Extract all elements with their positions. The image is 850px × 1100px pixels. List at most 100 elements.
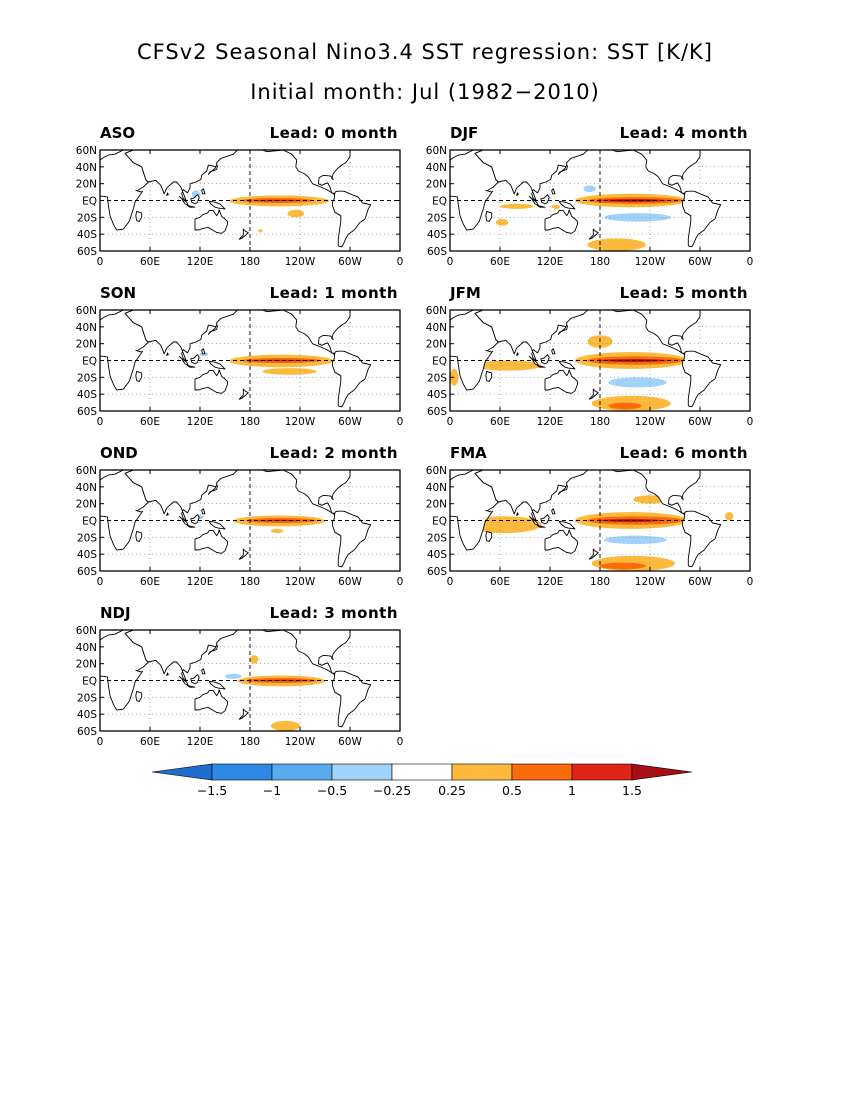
panel-season-label: DJF bbox=[450, 124, 479, 142]
coastline bbox=[187, 205, 196, 208]
lon-tick-label: 0 bbox=[747, 256, 754, 268]
lat-tick-label: 60S bbox=[77, 246, 97, 258]
coastline bbox=[135, 530, 143, 542]
coastline bbox=[100, 630, 151, 711]
lon-tick-label: 0 bbox=[447, 256, 454, 268]
lon-tick-label: 0 bbox=[747, 416, 754, 428]
coastline bbox=[349, 150, 376, 151]
lat-tick-label: 60S bbox=[77, 566, 97, 578]
lat-tick-label: 60N bbox=[426, 145, 447, 157]
anomaly-patch bbox=[287, 209, 305, 218]
lat-tick-label: 40N bbox=[76, 322, 97, 334]
lat-tick-label: 20N bbox=[426, 499, 447, 511]
lon-tick-label: 180 bbox=[590, 576, 610, 588]
coastline bbox=[588, 548, 599, 560]
coastline bbox=[682, 190, 722, 248]
lat-tick-label: 20N bbox=[426, 179, 447, 191]
coastline bbox=[551, 188, 556, 195]
panel-lead-label: Lead: 6 month bbox=[619, 444, 748, 462]
lat-tick-label: 60S bbox=[77, 726, 97, 738]
colorbar-high-arrow bbox=[631, 763, 693, 781]
lon-tick-label: 180 bbox=[240, 256, 260, 268]
lat-tick-label: 40N bbox=[426, 322, 447, 334]
coastline bbox=[557, 324, 568, 335]
coastline bbox=[166, 512, 169, 516]
lon-tick-label: 0 bbox=[397, 576, 404, 588]
lon-tick-label: 180 bbox=[240, 736, 260, 748]
coastline bbox=[699, 150, 726, 151]
anomaly-patch bbox=[495, 219, 509, 226]
colorbar-label: 1.5 bbox=[622, 783, 642, 798]
lat-tick-label: EQ bbox=[432, 516, 447, 528]
panel-season-label: SON bbox=[100, 284, 137, 302]
lat-tick-label: EQ bbox=[82, 676, 97, 688]
lat-tick-label: 60N bbox=[426, 465, 447, 477]
anomaly-patch bbox=[225, 673, 242, 679]
coastline bbox=[207, 484, 218, 495]
coastline bbox=[135, 690, 143, 702]
lon-tick-label: 0 bbox=[747, 576, 754, 588]
lon-tick-label: 60W bbox=[688, 576, 712, 588]
coastline bbox=[540, 354, 550, 365]
colorbar-swatch bbox=[391, 763, 453, 781]
lon-tick-label: 120W bbox=[285, 256, 316, 268]
lat-tick-label: 60N bbox=[76, 305, 97, 317]
colorbar-swatch bbox=[571, 763, 633, 781]
anomaly-patch bbox=[262, 368, 317, 375]
lon-tick-label: 60E bbox=[490, 256, 510, 268]
lon-tick-label: 120E bbox=[537, 416, 564, 428]
coastline bbox=[201, 188, 206, 195]
panel-season-label: OND bbox=[100, 444, 138, 462]
coastline bbox=[201, 508, 206, 515]
lat-tick-label: EQ bbox=[432, 356, 447, 368]
lon-tick-label: 60E bbox=[140, 416, 160, 428]
anomaly-patch bbox=[250, 655, 259, 664]
coastline bbox=[124, 630, 251, 681]
lon-tick-label: 60E bbox=[490, 576, 510, 588]
coastline bbox=[699, 310, 726, 311]
lat-tick-label: 40S bbox=[77, 709, 97, 721]
lat-tick-label: EQ bbox=[82, 516, 97, 528]
coastline bbox=[474, 310, 601, 361]
coastline bbox=[699, 470, 726, 471]
anomaly-patch bbox=[500, 203, 534, 209]
coastline bbox=[187, 525, 196, 528]
coastline bbox=[238, 548, 249, 560]
panel-lead-label: Lead: 2 month bbox=[269, 444, 398, 462]
lat-tick-label: 20S bbox=[427, 532, 447, 544]
coastline bbox=[332, 510, 372, 568]
lat-tick-label: EQ bbox=[82, 356, 97, 368]
lon-tick-label: 120E bbox=[537, 256, 564, 268]
coastline bbox=[610, 150, 701, 196]
anomaly-patch bbox=[270, 528, 284, 534]
lat-tick-label: 40N bbox=[76, 482, 97, 494]
lat-tick-label: 40N bbox=[426, 482, 447, 494]
panel-lead-label: Lead: 3 month bbox=[269, 604, 398, 622]
anomaly-patch bbox=[600, 562, 646, 570]
colorbar-swatch bbox=[211, 763, 273, 781]
lon-tick-label: 0 bbox=[447, 576, 454, 588]
lat-tick-label: 60N bbox=[76, 625, 97, 637]
lat-tick-label: 20S bbox=[77, 692, 97, 704]
lon-tick-label: 60W bbox=[688, 256, 712, 268]
lat-tick-label: 40S bbox=[427, 229, 447, 241]
lat-tick-label: 60S bbox=[427, 246, 447, 258]
lon-tick-label: 120E bbox=[187, 416, 214, 428]
figure-subtitle: Initial month: Jul (1982−2010) bbox=[250, 80, 600, 104]
coastline bbox=[558, 200, 576, 210]
coastline bbox=[551, 348, 556, 355]
coastline bbox=[450, 470, 501, 551]
lat-tick-label: 20S bbox=[77, 212, 97, 224]
lat-tick-label: 20N bbox=[76, 499, 97, 511]
coastline bbox=[166, 352, 169, 356]
lat-tick-label: 40N bbox=[426, 162, 447, 174]
anomaly-patch bbox=[475, 360, 542, 371]
lat-tick-label: 60S bbox=[427, 566, 447, 578]
map-panel-fma: FMA Lead: 6 month 60N 40N 20N EQ 20S 40S 60S 0 6… bbox=[426, 444, 756, 594]
coastline bbox=[558, 520, 576, 530]
coastline bbox=[537, 525, 546, 528]
coastline bbox=[187, 685, 196, 688]
